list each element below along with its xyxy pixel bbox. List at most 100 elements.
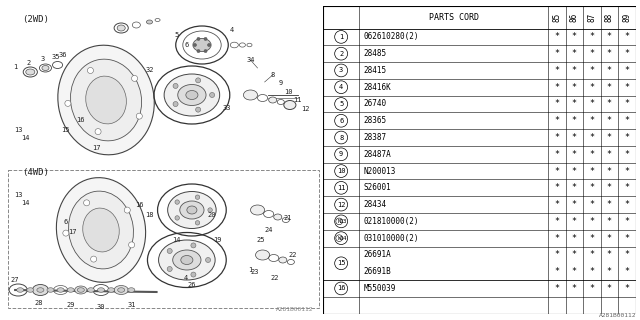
Circle shape [204,37,207,40]
Text: *: * [607,267,612,276]
Text: 2: 2 [339,51,343,57]
Text: *: * [589,234,595,243]
Text: 14: 14 [21,200,29,206]
Text: 031010000(2): 031010000(2) [364,234,419,243]
Text: 6: 6 [185,42,189,48]
Text: *: * [554,284,559,293]
Circle shape [204,50,207,52]
Circle shape [136,113,142,119]
Text: *: * [589,183,595,192]
Ellipse shape [164,74,220,116]
Text: N: N [337,219,341,224]
Text: 28387: 28387 [364,133,387,142]
Text: (2WD): (2WD) [22,15,49,24]
Text: N200013: N200013 [364,166,396,176]
Text: *: * [554,133,559,142]
Ellipse shape [83,208,119,252]
Text: 8: 8 [339,134,343,140]
Text: 28487A: 28487A [364,150,392,159]
Circle shape [175,200,179,204]
Ellipse shape [180,201,204,219]
Text: 27: 27 [11,277,19,283]
Text: 17: 17 [92,145,100,151]
Text: *: * [554,66,559,75]
Text: *: * [607,183,612,192]
Text: *: * [554,32,559,41]
Ellipse shape [147,20,152,24]
Text: 1: 1 [339,34,343,40]
Text: *: * [607,100,612,108]
Text: 19: 19 [213,237,221,243]
Text: 021810000(2): 021810000(2) [364,217,419,226]
Ellipse shape [114,285,128,294]
Text: *: * [607,284,612,293]
Ellipse shape [75,286,87,294]
Text: 6: 6 [63,219,68,225]
Text: 28434: 28434 [364,200,387,209]
Circle shape [175,216,179,220]
Text: 26691A: 26691A [364,251,392,260]
Ellipse shape [57,288,64,292]
Circle shape [193,44,196,46]
Text: 89: 89 [622,13,631,22]
Text: 87: 87 [588,13,596,22]
Text: *: * [554,83,559,92]
Text: 26740: 26740 [364,100,387,108]
Ellipse shape [180,255,193,265]
Text: *: * [589,217,595,226]
Text: 26: 26 [188,282,196,288]
Text: 22: 22 [289,252,297,258]
Text: (4WD): (4WD) [22,168,49,177]
Text: *: * [624,100,629,108]
Text: 3: 3 [40,56,45,62]
Text: 10: 10 [337,168,346,174]
Circle shape [132,76,138,81]
Ellipse shape [47,288,54,292]
Ellipse shape [187,206,197,214]
Text: 10: 10 [285,89,293,95]
Text: *: * [624,32,629,41]
Ellipse shape [128,288,135,292]
Text: *: * [607,116,612,125]
Text: *: * [624,267,629,276]
Text: *: * [554,200,559,209]
Text: *: * [572,100,577,108]
Text: 23: 23 [250,269,259,275]
Text: *: * [554,116,559,125]
Text: *: * [554,234,559,243]
Circle shape [173,84,178,88]
Ellipse shape [37,288,44,292]
Text: *: * [572,49,577,58]
Text: *: * [589,284,595,293]
Text: *: * [572,150,577,159]
Text: *: * [607,49,612,58]
Text: 5: 5 [339,101,343,107]
Text: *: * [607,251,612,260]
Text: *: * [607,166,612,176]
Text: 14: 14 [21,135,29,141]
Ellipse shape [68,191,134,269]
Text: 13: 13 [14,192,22,198]
Text: *: * [624,66,629,75]
Text: *: * [624,251,629,260]
Text: 11: 11 [292,97,301,103]
Text: *: * [572,284,577,293]
Text: A281B00112: A281B00112 [276,307,313,312]
Text: *: * [572,234,577,243]
Text: 15: 15 [61,127,70,133]
Text: *: * [624,150,629,159]
Text: 22: 22 [271,275,279,281]
Text: 21: 21 [284,215,292,221]
Circle shape [173,101,178,107]
Text: 85: 85 [552,13,561,22]
Text: 16: 16 [77,117,85,123]
Text: *: * [572,200,577,209]
Text: *: * [589,267,595,276]
Text: *: * [589,116,595,125]
Ellipse shape [255,250,269,260]
Text: *: * [607,234,612,243]
Ellipse shape [159,240,215,280]
Circle shape [195,220,200,225]
Text: 12: 12 [301,106,309,112]
Text: *: * [554,150,559,159]
